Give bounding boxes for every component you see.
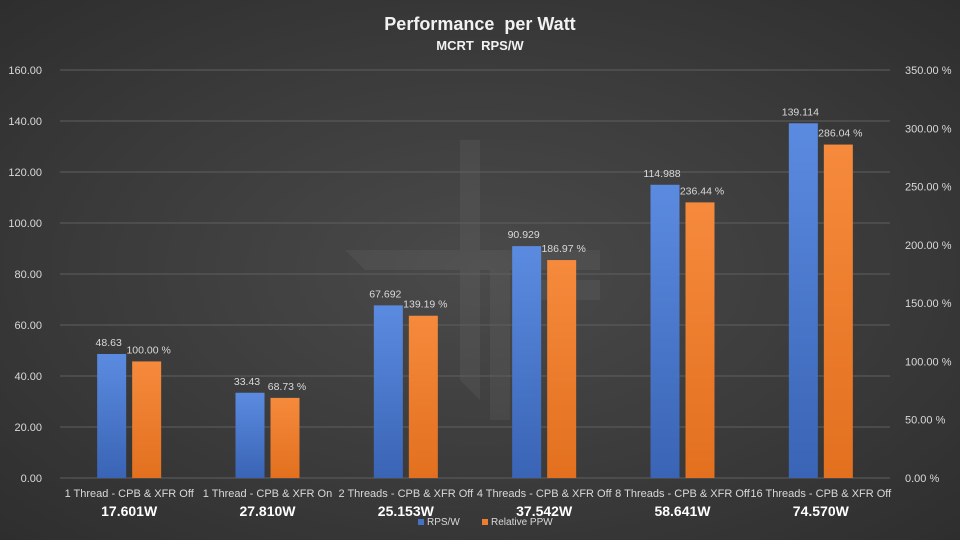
chart-title: Performance per Watt [384,14,575,34]
data-label-rps-per-watt: 90.929 [508,229,540,241]
bar-relative-ppw [823,144,853,478]
left-tick-label: 80.00 [14,269,42,281]
right-axis: 0.00 % 50.00 % 100.00 % 150.00 % 200.00 % 250… [905,65,952,485]
left-tick-label: 100.00 [8,218,42,230]
watt-label: 25.153W [378,503,435,519]
data-label-relative-ppw: 100.00 % [126,344,170,356]
legend-label: RPS/W [427,517,460,528]
bar-rps-per-watt [650,184,680,479]
data-label-relative-ppw: 139.19 % [403,299,447,311]
bar-rps-per-watt [512,246,542,478]
legend-swatch [482,519,488,525]
left-tick-label: 140.00 [8,116,42,128]
data-label-rps-per-watt: 139.114 [782,106,819,118]
category-label: 1 Thread - CPB & XFR On [203,488,332,500]
legend-swatch [418,519,424,525]
right-tick-label: 100.00 % [905,356,952,368]
watt-label: 58.641W [654,503,711,519]
chart-subtitle: MCRT RPS/W [436,38,524,53]
watt-label: 37.542W [516,503,573,519]
bar-rps-per-watt [235,392,265,478]
bar-relative-ppw [132,361,162,478]
data-label-rps-per-watt: 33.43 [234,376,260,388]
left-tick-label: 0.00 [21,473,42,485]
watt-label: 74.570W [793,503,850,519]
left-tick-label: 40.00 [14,371,42,383]
bar-rps-per-watt [373,305,403,478]
category-label: 16 Threads - CPB & XFR Off [750,488,892,500]
data-label-relative-ppw: 186.97 % [541,243,585,255]
category-label: 4 Threads - CPB & XFR Off [477,488,613,500]
data-label-relative-ppw: 286.04 % [818,128,862,140]
watt-label: 27.810W [239,503,296,519]
bar-relative-ppw [685,202,715,478]
bar-relative-ppw [270,397,300,478]
category-label: 1 Thread - CPB & XFR Off [65,488,195,500]
right-tick-label: 50.00 % [905,415,946,427]
data-label-rps-per-watt: 67.692 [369,288,401,300]
legend-label: Relative PPW [491,517,553,528]
left-tick-label: 160.00 [8,65,42,77]
right-tick-label: 250.00 % [905,182,952,194]
left-tick-label: 20.00 [14,422,42,434]
left-tick-label: 120.00 [8,167,42,179]
right-tick-label: 0.00 % [905,473,939,485]
bar-relative-ppw [547,260,577,478]
data-label-relative-ppw: 68.73 % [268,381,307,393]
gridlines [60,69,890,479]
data-label-relative-ppw: 236.44 % [680,185,724,197]
right-tick-label: 300.00 % [905,123,952,135]
bars [97,123,853,479]
left-tick-label: 60.00 [14,320,42,332]
bar-rps-per-watt [97,353,127,478]
left-axis: 0.00 20.00 40.00 60.00 80.00 100.00 120.00 140.… [8,65,42,485]
data-label-rps-per-watt: 48.63 [96,337,122,349]
category-axis: 1 Thread - CPB & XFR Off 17.601W 1 Thread … [65,488,893,519]
right-tick-label: 200.00 % [905,240,952,252]
bar-rps-per-watt [788,123,818,478]
right-tick-label: 350.00 % [905,65,952,77]
watt-label: 17.601W [101,503,158,519]
category-label: 8 Threads - CPB & XFR Off [615,488,751,500]
category-label: 2 Threads - CPB & XFR Off [338,488,474,500]
legend: RPS/W Relative PPW [418,517,553,528]
right-tick-label: 150.00 % [905,298,952,310]
data-label-rps-per-watt: 114.988 [643,168,680,180]
bar-relative-ppw [408,315,438,478]
